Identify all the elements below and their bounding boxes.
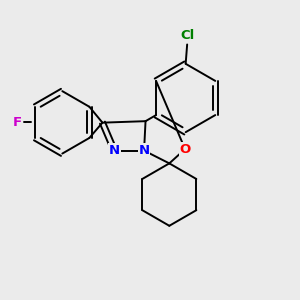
Text: Cl: Cl [180, 29, 194, 42]
Text: N: N [109, 144, 120, 157]
Text: O: O [179, 142, 191, 156]
Text: N: N [139, 144, 150, 157]
Text: F: F [13, 116, 22, 129]
